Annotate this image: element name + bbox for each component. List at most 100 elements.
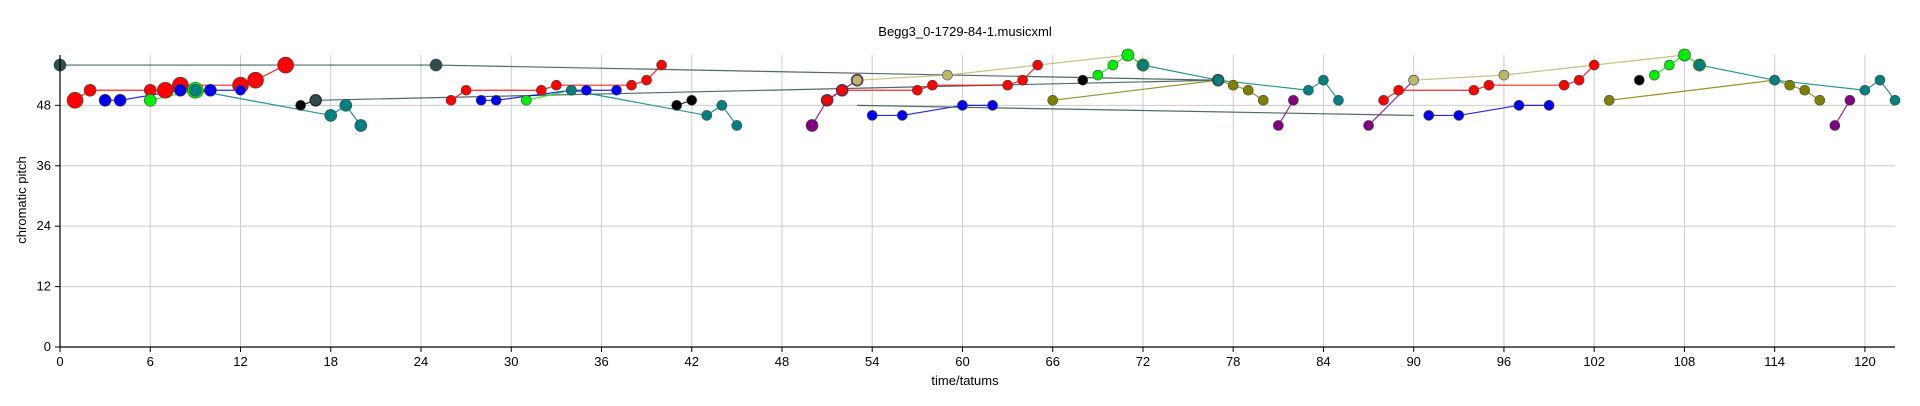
data-point	[1543, 100, 1555, 111]
data-point	[641, 74, 652, 86]
data-point	[156, 81, 174, 99]
data-point	[475, 95, 487, 106]
data-point	[520, 95, 532, 106]
data-point	[1017, 74, 1028, 86]
data-point	[310, 95, 321, 106]
y-tick-label: 24	[37, 218, 51, 233]
chart-title: Begg3_0-1729-84-1.musicxml	[878, 24, 1052, 39]
data-point	[836, 84, 848, 96]
data-point	[1227, 79, 1239, 91]
x-tick-label: 24	[414, 354, 428, 369]
x-tick-label: 72	[1136, 354, 1150, 369]
data-point	[866, 110, 878, 121]
data-point	[686, 95, 698, 106]
data-point	[1333, 95, 1344, 106]
data-point	[1002, 79, 1013, 91]
x-tick-label: 96	[1497, 354, 1511, 369]
data-point	[189, 83, 202, 97]
y-axis-label: chromatic pitch	[14, 156, 29, 243]
points	[53, 48, 1901, 132]
series-line	[1368, 79, 1415, 126]
series-line	[1428, 104, 1550, 117]
x-tick-label: 48	[775, 354, 789, 369]
data-point	[626, 79, 637, 91]
data-point	[581, 84, 592, 96]
data-point	[896, 110, 908, 121]
data-point	[1603, 95, 1615, 106]
x-tick-label: 30	[504, 354, 518, 369]
x-tick-label: 102	[1583, 354, 1605, 369]
x-tick-label: 90	[1406, 354, 1420, 369]
data-point	[1694, 59, 1705, 71]
x-tick-label: 60	[955, 354, 969, 369]
data-point	[1378, 95, 1389, 106]
x-tick-label: 12	[233, 354, 247, 369]
data-point	[1483, 79, 1495, 91]
data-point	[1363, 120, 1374, 131]
series-line	[1654, 54, 1700, 76]
series-line	[1097, 54, 1144, 76]
x-tick-label: 84	[1316, 354, 1330, 369]
x-tick-label: 66	[1045, 354, 1059, 369]
data-point	[1137, 59, 1149, 71]
data-point	[1889, 95, 1901, 106]
data-point	[1242, 84, 1254, 96]
data-point	[987, 100, 998, 111]
x-tick-label: 42	[684, 354, 698, 369]
data-point	[277, 56, 294, 74]
y-tick-label: 48	[37, 97, 51, 112]
x-tick-label: 108	[1674, 354, 1696, 369]
data-point	[1678, 48, 1691, 62]
data-point	[1769, 74, 1780, 86]
series-line	[526, 89, 572, 101]
data-point	[851, 74, 863, 86]
series-line	[811, 79, 858, 126]
data-point	[1498, 69, 1510, 81]
axes	[55, 55, 1895, 352]
y-tick-label: 36	[37, 158, 51, 173]
x-tick-label: 120	[1854, 354, 1876, 369]
data-point	[1814, 95, 1826, 106]
data-point	[1874, 74, 1886, 86]
data-point	[1423, 110, 1435, 121]
data-point	[1558, 79, 1570, 91]
x-tick-label: 114	[1764, 354, 1785, 369]
data-point	[83, 83, 97, 97]
data-point	[1799, 84, 1811, 96]
series-line	[571, 89, 738, 126]
data-point	[98, 94, 112, 107]
x-axis-label: time/tatums	[931, 373, 999, 388]
data-point	[912, 84, 923, 96]
data-point	[339, 99, 353, 112]
data-point	[1468, 84, 1480, 96]
y-tick-label: 12	[37, 279, 51, 294]
data-point	[204, 83, 217, 97]
data-point	[490, 95, 502, 106]
data-point	[731, 120, 743, 131]
data-point	[805, 119, 819, 132]
data-point	[1844, 95, 1856, 106]
data-point	[445, 95, 457, 106]
data-point	[1453, 110, 1465, 121]
data-point	[247, 71, 264, 89]
data-point	[1107, 59, 1119, 71]
data-point	[942, 69, 953, 81]
data-point	[1288, 95, 1299, 106]
data-point	[1588, 59, 1600, 71]
data-point	[701, 110, 713, 121]
series-line	[195, 89, 362, 126]
data-point	[1573, 74, 1585, 86]
data-point	[656, 59, 667, 71]
data-point	[821, 95, 833, 106]
data-point	[143, 94, 157, 107]
data-point	[1784, 79, 1796, 91]
data-point	[566, 84, 577, 96]
data-point	[1092, 69, 1104, 81]
x-tick-label: 54	[865, 354, 879, 369]
data-point	[536, 84, 547, 96]
data-point	[1649, 69, 1660, 81]
data-point	[1393, 84, 1404, 96]
data-point	[295, 100, 306, 111]
data-point	[1032, 59, 1043, 71]
